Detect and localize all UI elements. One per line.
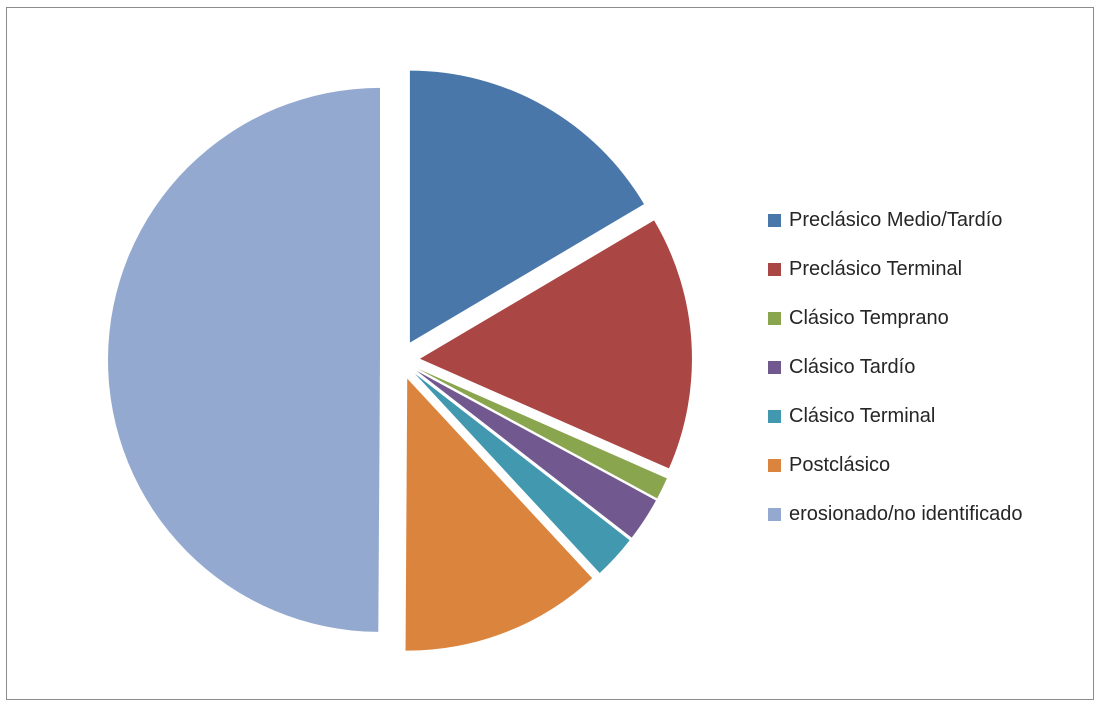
pie-slice-7 bbox=[108, 87, 381, 632]
legend-swatch bbox=[768, 410, 781, 423]
legend-swatch bbox=[768, 508, 781, 521]
legend-item: erosionado/no identificado bbox=[768, 490, 1088, 539]
pie-slice-4 bbox=[416, 370, 656, 538]
legend-item: Postclásico bbox=[768, 441, 1088, 490]
legend: Preclásico Medio/Tardío Preclásico Termin… bbox=[768, 196, 1088, 539]
legend-item: Preclásico Medio/Tardío bbox=[768, 196, 1088, 245]
legend-item: Clásico Tardío bbox=[768, 343, 1088, 392]
pie-slice-5 bbox=[414, 373, 630, 573]
legend-label: Clásico Tardío bbox=[789, 356, 916, 378]
legend-label: Clásico Terminal bbox=[789, 405, 936, 427]
legend-swatch bbox=[768, 459, 781, 472]
legend-label: Preclásico Medio/Tardío bbox=[789, 209, 1003, 231]
pie-slice-6 bbox=[405, 378, 593, 651]
pie-slice-2 bbox=[419, 220, 692, 469]
legend-swatch bbox=[768, 312, 781, 325]
pie-slice-1 bbox=[409, 70, 645, 343]
legend-label: Postclásico bbox=[789, 454, 891, 476]
legend-swatch bbox=[768, 214, 781, 227]
legend-label: Preclásico Terminal bbox=[789, 258, 963, 280]
legend-swatch bbox=[768, 263, 781, 276]
legend-label: erosionado/no identificado bbox=[789, 503, 1023, 525]
legend-label: Clásico Temprano bbox=[789, 307, 949, 329]
legend-item: Clásico Terminal bbox=[768, 392, 1088, 441]
pie-slice-3 bbox=[417, 368, 667, 499]
legend-swatch bbox=[768, 361, 781, 374]
legend-item: Preclásico Terminal bbox=[768, 245, 1088, 294]
legend-item: Clásico Temprano bbox=[768, 294, 1088, 343]
